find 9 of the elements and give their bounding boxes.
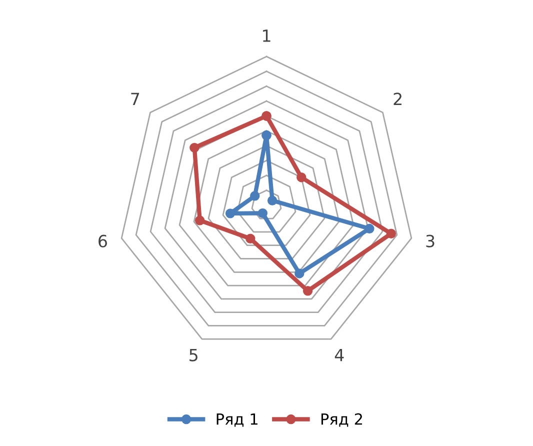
spoke-label: 1 — [263, 30, 270, 42]
legend-label: Ряд 1 — [216, 413, 258, 427]
spoke-label: 6 — [98, 234, 107, 248]
spoke-label: 5 — [190, 348, 198, 362]
spoke-label: 4 — [334, 348, 344, 362]
spoke-label: 2 — [394, 92, 402, 106]
spoke-label: 7 — [131, 92, 140, 106]
spoke-label: 3 — [426, 234, 434, 248]
legend-label: Ряд 2 — [321, 413, 362, 427]
